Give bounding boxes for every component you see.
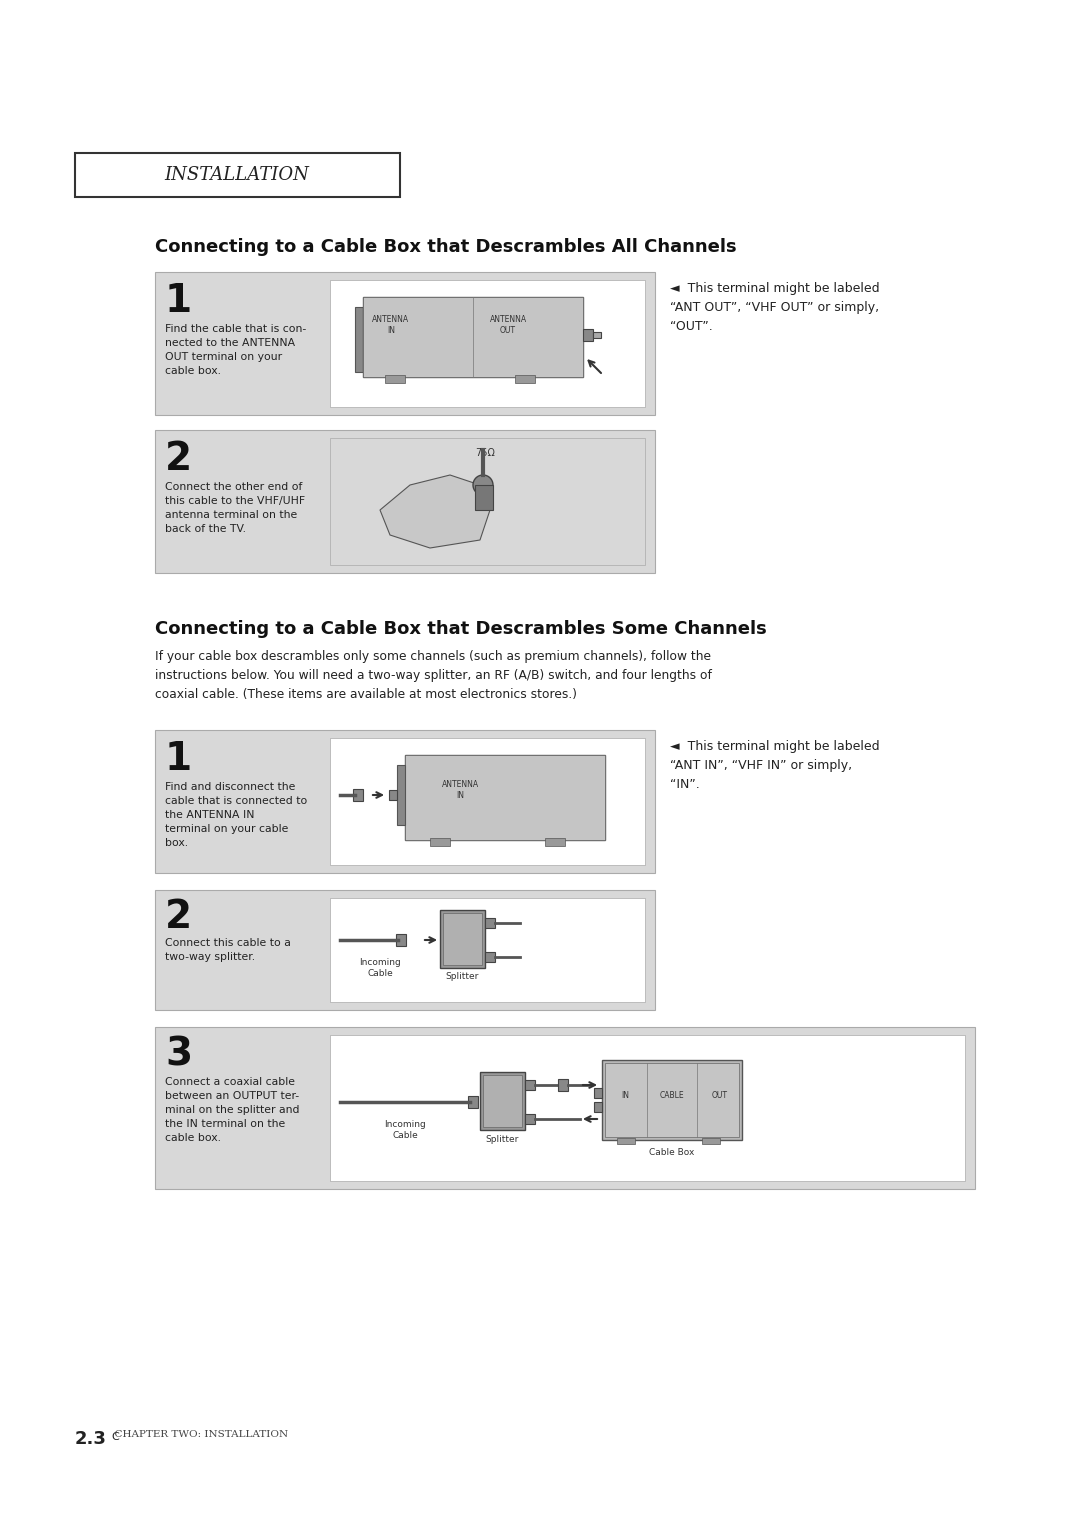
- Bar: [480, 1073, 525, 1131]
- Text: Connect this cable to a
two-way splitter.: Connect this cable to a two-way splitter…: [165, 938, 291, 963]
- Bar: [156, 429, 654, 573]
- Bar: [363, 296, 583, 377]
- Text: OUT: OUT: [712, 1091, 728, 1100]
- Bar: [397, 766, 405, 825]
- Text: Incoming
Cable: Incoming Cable: [360, 958, 401, 978]
- Text: Find and disconnect the
cable that is connected to
the ANTENNA IN
terminal on yo: Find and disconnect the cable that is co…: [165, 782, 307, 848]
- Bar: [602, 1060, 742, 1140]
- Bar: [545, 837, 565, 847]
- Bar: [485, 918, 495, 927]
- Bar: [389, 790, 397, 801]
- Text: Incoming
Cable: Incoming Cable: [384, 1120, 426, 1140]
- Text: 3: 3: [165, 1034, 192, 1073]
- Text: ◄  This terminal might be labeled
“ANT OUT”, “VHF OUT” or simply,
“OUT”.: ◄ This terminal might be labeled “ANT OU…: [670, 283, 879, 333]
- Bar: [443, 914, 482, 966]
- Text: Connecting to a Cable Box that Descrambles All Channels: Connecting to a Cable Box that Descrambl…: [156, 238, 737, 257]
- Bar: [483, 1076, 522, 1128]
- Bar: [405, 755, 605, 840]
- Text: C: C: [105, 1432, 120, 1442]
- Text: Connect a coaxial cable
between an OUTPUT ter-
minal on the splitter and
the IN : Connect a coaxial cable between an OUTPU…: [165, 1077, 299, 1143]
- Text: CABLE: CABLE: [660, 1091, 685, 1100]
- Bar: [558, 1079, 568, 1091]
- Text: 1: 1: [165, 283, 192, 319]
- Bar: [156, 272, 654, 416]
- Bar: [475, 484, 492, 510]
- Bar: [525, 1114, 535, 1125]
- Bar: [156, 1027, 975, 1189]
- Text: IN: IN: [621, 1091, 629, 1100]
- Bar: [583, 329, 593, 341]
- Text: Cable Box: Cable Box: [649, 1148, 694, 1157]
- Bar: [156, 730, 654, 872]
- Text: 2.3: 2.3: [75, 1430, 107, 1449]
- Text: 1: 1: [165, 740, 192, 778]
- Text: Connecting to a Cable Box that Descrambles Some Channels: Connecting to a Cable Box that Descrambl…: [156, 620, 767, 639]
- Text: 2: 2: [165, 440, 192, 478]
- Bar: [396, 934, 406, 946]
- Bar: [605, 1063, 739, 1137]
- Bar: [430, 837, 450, 847]
- Bar: [485, 952, 495, 963]
- Bar: [593, 332, 600, 338]
- Text: CHAPTER TWO: INSTALLATION: CHAPTER TWO: INSTALLATION: [108, 1430, 288, 1439]
- Text: Splitter: Splitter: [485, 1135, 518, 1144]
- Bar: [156, 889, 654, 1010]
- Bar: [353, 788, 363, 801]
- Text: Connect the other end of
this cable to the VHF/UHF
antenna terminal on the
back : Connect the other end of this cable to t…: [165, 481, 306, 533]
- Bar: [468, 1096, 478, 1108]
- Bar: [384, 374, 405, 384]
- Bar: [702, 1138, 720, 1144]
- Bar: [515, 374, 535, 384]
- Bar: [330, 898, 645, 1002]
- Bar: [405, 755, 605, 840]
- Text: 2: 2: [165, 898, 192, 937]
- Bar: [594, 1088, 602, 1099]
- Bar: [355, 307, 363, 371]
- Text: 75Ω: 75Ω: [475, 448, 495, 458]
- Bar: [363, 296, 583, 377]
- Text: Splitter: Splitter: [445, 972, 478, 981]
- Text: ANTENNA
IN: ANTENNA IN: [373, 315, 409, 335]
- Text: ANTENNA
IN: ANTENNA IN: [442, 779, 478, 801]
- Text: Find the cable that is con-
nected to the ANTENNA
OUT terminal on your
cable box: Find the cable that is con- nected to th…: [165, 324, 307, 376]
- Text: ◄  This terminal might be labeled
“ANT IN”, “VHF IN” or simply,
“IN”.: ◄ This terminal might be labeled “ANT IN…: [670, 740, 879, 792]
- Bar: [330, 738, 645, 865]
- Ellipse shape: [473, 475, 492, 495]
- Text: If your cable box descrambles only some channels (such as premium channels), fol: If your cable box descrambles only some …: [156, 649, 712, 701]
- Bar: [330, 1034, 966, 1181]
- Bar: [330, 439, 645, 565]
- Polygon shape: [380, 475, 490, 549]
- Text: ANTENNA
OUT: ANTENNA OUT: [489, 315, 527, 335]
- Bar: [617, 1138, 635, 1144]
- Text: INSTALLATION: INSTALLATION: [164, 167, 310, 183]
- Bar: [594, 1102, 602, 1112]
- Bar: [330, 280, 645, 406]
- Bar: [75, 153, 400, 197]
- Bar: [525, 1080, 535, 1089]
- Bar: [440, 911, 485, 969]
